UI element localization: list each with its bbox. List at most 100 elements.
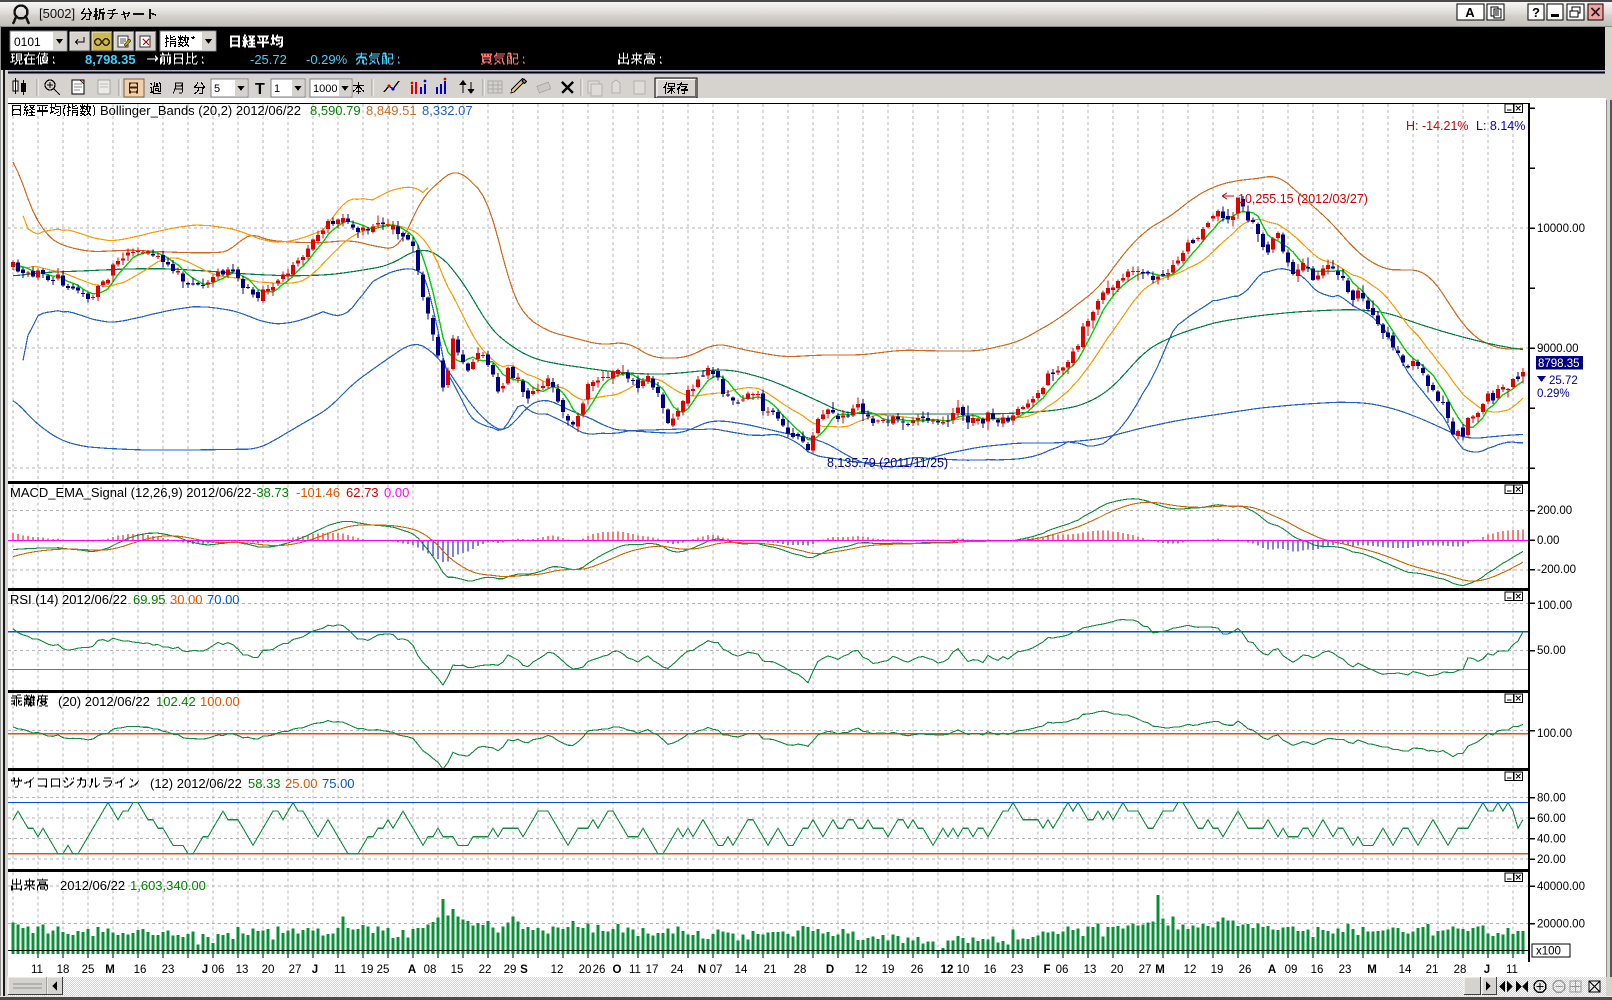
svg-text:08: 08	[424, 964, 437, 976]
svg-text:28: 28	[1454, 964, 1467, 976]
svg-text:25.00: 25.00	[285, 776, 318, 791]
svg-text:23: 23	[1339, 964, 1352, 976]
svg-text:1: 1	[274, 83, 280, 95]
svg-text:11: 11	[334, 964, 346, 976]
svg-text:N: N	[698, 964, 706, 976]
svg-text:80.00: 80.00	[1537, 793, 1566, 805]
svg-text:10: 10	[957, 964, 970, 976]
svg-text:100.00: 100.00	[1537, 600, 1572, 612]
svg-text:15: 15	[451, 964, 464, 976]
svg-text:19: 19	[361, 964, 374, 976]
svg-text:MACD_EMA_Signal (12,26,9) 2012: MACD_EMA_Signal (12,26,9) 2012/06/22	[10, 485, 251, 500]
svg-text:-101.46: -101.46	[296, 485, 340, 500]
svg-text:L: 8.14%: L: 8.14%	[1476, 119, 1525, 133]
svg-text:J: J	[312, 964, 318, 976]
svg-text:O: O	[613, 964, 622, 976]
svg-text:-38.73: -38.73	[252, 485, 289, 500]
svg-text:30.00: 30.00	[170, 592, 203, 607]
svg-text:70.00: 70.00	[207, 592, 240, 607]
svg-text:16: 16	[984, 964, 997, 976]
svg-text:13: 13	[1084, 964, 1097, 976]
svg-text:8,135.79 (2011/11/25): 8,135.79 (2011/11/25)	[827, 456, 948, 470]
svg-text:200.00: 200.00	[1537, 505, 1572, 517]
svg-text:?: ?	[1532, 5, 1540, 20]
svg-text:07: 07	[710, 964, 723, 976]
svg-text:26: 26	[1239, 964, 1252, 976]
svg-text:D: D	[826, 964, 834, 976]
svg-text:40.00: 40.00	[1537, 834, 1566, 846]
svg-text:16: 16	[134, 964, 147, 976]
svg-text:20: 20	[1111, 964, 1124, 976]
svg-text:19: 19	[1211, 964, 1224, 976]
svg-text:27: 27	[1139, 964, 1152, 976]
svg-text:J: J	[202, 964, 208, 976]
svg-text:8,798.35: 8,798.35	[85, 52, 136, 67]
svg-text:20.00: 20.00	[1537, 854, 1566, 866]
svg-text:11: 11	[629, 964, 641, 976]
svg-text:M: M	[1367, 964, 1377, 976]
svg-text:25: 25	[82, 964, 95, 976]
svg-text:(20) 2012/06/22: (20) 2012/06/22	[58, 694, 150, 709]
svg-text:T: T	[255, 81, 265, 98]
svg-text:21: 21	[1426, 964, 1439, 976]
svg-text:50.00: 50.00	[1537, 645, 1566, 657]
svg-text:S: S	[520, 964, 528, 976]
svg-text:A: A	[1268, 964, 1276, 976]
svg-text:0.29%: 0.29%	[1537, 388, 1570, 400]
svg-text:8,590.79: 8,590.79	[310, 103, 361, 118]
svg-text:0.00: 0.00	[1537, 535, 1559, 547]
svg-text:21: 21	[764, 964, 777, 976]
svg-text:29: 29	[504, 964, 517, 976]
svg-text:-0.29%: -0.29%	[306, 52, 348, 67]
svg-text:H: -14.21%: H: -14.21%	[1406, 119, 1469, 133]
svg-text:9000.00: 9000.00	[1537, 343, 1579, 355]
svg-text:14: 14	[1399, 964, 1412, 976]
svg-text:69.95: 69.95	[133, 592, 166, 607]
svg-text:[5002]: [5002]	[39, 6, 75, 21]
svg-text:06: 06	[1056, 964, 1069, 976]
svg-text:11: 11	[31, 964, 43, 976]
svg-text:23: 23	[162, 964, 175, 976]
svg-text:20000.00: 20000.00	[1537, 919, 1585, 931]
svg-text:0101: 0101	[14, 35, 41, 49]
svg-text:26: 26	[593, 964, 606, 976]
svg-text:100.00: 100.00	[200, 694, 240, 709]
svg-text:M: M	[105, 964, 115, 976]
svg-text:2012/06/22: 2012/06/22	[60, 878, 125, 893]
svg-text:60.00: 60.00	[1537, 813, 1566, 825]
svg-text:A: A	[408, 964, 416, 976]
svg-text:A: A	[1465, 5, 1475, 20]
svg-text:8,849.51: 8,849.51	[366, 103, 417, 118]
svg-text:11: 11	[1506, 964, 1518, 976]
svg-text:-25.72: -25.72	[250, 52, 287, 67]
svg-text:16: 16	[1311, 964, 1324, 976]
svg-text:20: 20	[262, 964, 275, 976]
svg-text:8,332.07: 8,332.07	[422, 103, 473, 118]
svg-text:75.00: 75.00	[322, 776, 355, 791]
svg-text:26: 26	[911, 964, 924, 976]
svg-text:23: 23	[1011, 964, 1024, 976]
svg-text:09: 09	[1285, 964, 1298, 976]
svg-text:(12) 2012/06/22: (12) 2012/06/22	[150, 776, 242, 791]
svg-text:8798.35: 8798.35	[1538, 358, 1580, 370]
svg-text:58.33: 58.33	[248, 776, 281, 791]
svg-text:13: 13	[236, 964, 249, 976]
svg-text:06: 06	[212, 964, 225, 976]
svg-text:RSI (14) 2012/06/22: RSI (14) 2012/06/22	[10, 592, 127, 607]
svg-text:x100: x100	[1536, 946, 1561, 958]
svg-text:1,603,340.00: 1,603,340.00	[130, 878, 206, 893]
svg-text:12: 12	[855, 964, 868, 976]
svg-text:27: 27	[289, 964, 302, 976]
svg-text:5: 5	[214, 83, 220, 95]
svg-text:Bollinger_Bands (20,2) 2012/06: Bollinger_Bands (20,2) 2012/06/22	[100, 103, 301, 118]
svg-text:25.72: 25.72	[1549, 375, 1578, 387]
svg-text:F: F	[1043, 964, 1050, 976]
svg-text:25: 25	[377, 964, 390, 976]
svg-text:-200.00: -200.00	[1537, 564, 1576, 576]
svg-text:20: 20	[579, 964, 592, 976]
svg-text:12: 12	[1184, 964, 1197, 976]
svg-text:22: 22	[479, 964, 492, 976]
svg-text:100.00: 100.00	[1537, 728, 1572, 740]
svg-text:M: M	[1155, 964, 1165, 976]
svg-text:10,255.15 (2012/03/27): 10,255.15 (2012/03/27)	[1238, 192, 1368, 206]
